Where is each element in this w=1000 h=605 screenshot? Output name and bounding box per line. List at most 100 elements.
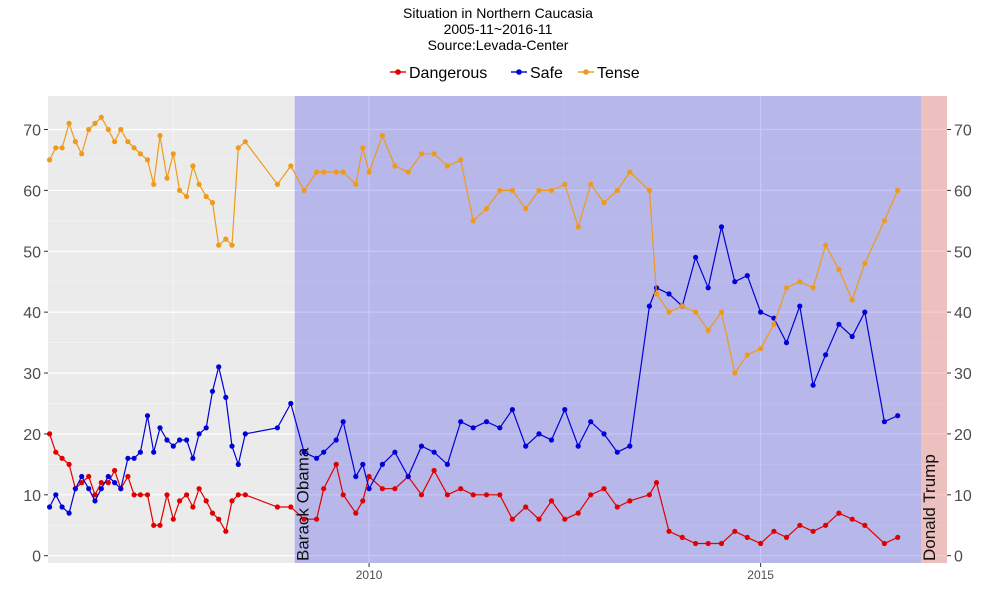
data-point bbox=[314, 169, 320, 175]
data-point bbox=[66, 510, 72, 516]
data-point bbox=[223, 394, 229, 400]
data-point bbox=[274, 181, 280, 187]
data-point bbox=[98, 480, 104, 486]
data-point bbox=[431, 467, 437, 474]
data-point bbox=[314, 455, 320, 461]
annotation-label: Donald Trump bbox=[920, 454, 939, 561]
data-point bbox=[274, 504, 280, 510]
data-point bbox=[862, 309, 868, 315]
y-tick-label: 70 bbox=[954, 122, 972, 139]
data-point bbox=[392, 163, 398, 169]
data-point bbox=[47, 431, 53, 437]
legend-label: Dangerous bbox=[409, 65, 487, 82]
data-point bbox=[653, 480, 660, 486]
legend-label: Safe bbox=[530, 65, 563, 82]
data-point bbox=[216, 364, 222, 370]
legend-label: Tense bbox=[597, 65, 640, 82]
data-point bbox=[758, 540, 764, 547]
data-point bbox=[157, 425, 163, 431]
data-point bbox=[137, 449, 143, 455]
data-point bbox=[783, 285, 790, 291]
data-point bbox=[881, 218, 888, 224]
data-point bbox=[59, 504, 65, 510]
data-point bbox=[321, 486, 327, 492]
data-point bbox=[588, 419, 594, 425]
data-point bbox=[718, 224, 725, 230]
data-point bbox=[646, 303, 653, 309]
data-point bbox=[209, 510, 216, 516]
data-point bbox=[229, 443, 235, 449]
data-point bbox=[216, 516, 222, 522]
data-point bbox=[836, 510, 842, 516]
data-point bbox=[196, 486, 202, 492]
data-point bbox=[823, 352, 829, 358]
data-point bbox=[548, 498, 555, 504]
data-point bbox=[203, 498, 209, 504]
data-point bbox=[151, 449, 157, 455]
y-tick-label: 0 bbox=[954, 549, 963, 566]
data-point bbox=[196, 431, 202, 437]
data-point bbox=[125, 473, 131, 480]
legend-key-point bbox=[516, 69, 522, 75]
data-point bbox=[170, 516, 176, 522]
data-point bbox=[301, 449, 307, 455]
data-point bbox=[144, 413, 151, 419]
y-tick-label: 70 bbox=[23, 122, 41, 139]
data-point bbox=[196, 181, 202, 187]
data-point bbox=[216, 242, 222, 248]
data-point bbox=[797, 279, 803, 285]
data-point bbox=[783, 340, 790, 346]
data-point bbox=[418, 151, 425, 157]
data-point bbox=[392, 486, 398, 492]
data-point bbox=[157, 522, 163, 528]
data-point bbox=[366, 486, 372, 492]
data-point bbox=[53, 449, 59, 455]
data-point bbox=[125, 139, 131, 145]
data-point bbox=[366, 169, 372, 175]
data-point bbox=[588, 492, 594, 498]
annotation-band bbox=[921, 96, 947, 563]
data-point bbox=[360, 145, 366, 151]
data-point bbox=[523, 443, 529, 449]
data-point bbox=[823, 522, 829, 528]
data-point bbox=[340, 169, 346, 175]
data-point bbox=[360, 498, 366, 504]
data-point bbox=[849, 333, 855, 340]
y-tick-label: 40 bbox=[23, 305, 41, 322]
data-point bbox=[98, 486, 104, 492]
data-point bbox=[418, 492, 425, 498]
data-point bbox=[86, 486, 92, 492]
data-point bbox=[405, 473, 411, 480]
data-point bbox=[771, 528, 777, 534]
data-point bbox=[177, 498, 183, 504]
data-point bbox=[823, 242, 829, 248]
data-point bbox=[562, 516, 568, 522]
data-point bbox=[444, 492, 450, 498]
data-point bbox=[242, 431, 248, 437]
data-point bbox=[431, 151, 437, 157]
legend: Dangerous Safe Tense bbox=[390, 65, 640, 82]
data-point bbox=[47, 504, 53, 510]
y-tick-label: 20 bbox=[954, 427, 972, 444]
data-point bbox=[614, 504, 620, 510]
data-point bbox=[353, 473, 359, 480]
data-point bbox=[810, 528, 816, 534]
data-point bbox=[360, 461, 366, 467]
data-point bbox=[184, 492, 190, 498]
data-point bbox=[53, 145, 59, 151]
data-point bbox=[118, 486, 124, 492]
data-point bbox=[646, 492, 653, 498]
data-point bbox=[509, 407, 515, 413]
data-point bbox=[536, 516, 542, 522]
data-point bbox=[797, 522, 803, 528]
data-point bbox=[509, 516, 515, 522]
data-point bbox=[105, 473, 111, 480]
data-point bbox=[66, 120, 72, 126]
data-point bbox=[881, 540, 888, 547]
x-tick-label: 2010 bbox=[356, 568, 383, 582]
y-tick-label: 60 bbox=[954, 183, 972, 200]
data-point bbox=[470, 425, 476, 431]
data-point bbox=[588, 181, 594, 187]
data-point bbox=[151, 181, 157, 187]
